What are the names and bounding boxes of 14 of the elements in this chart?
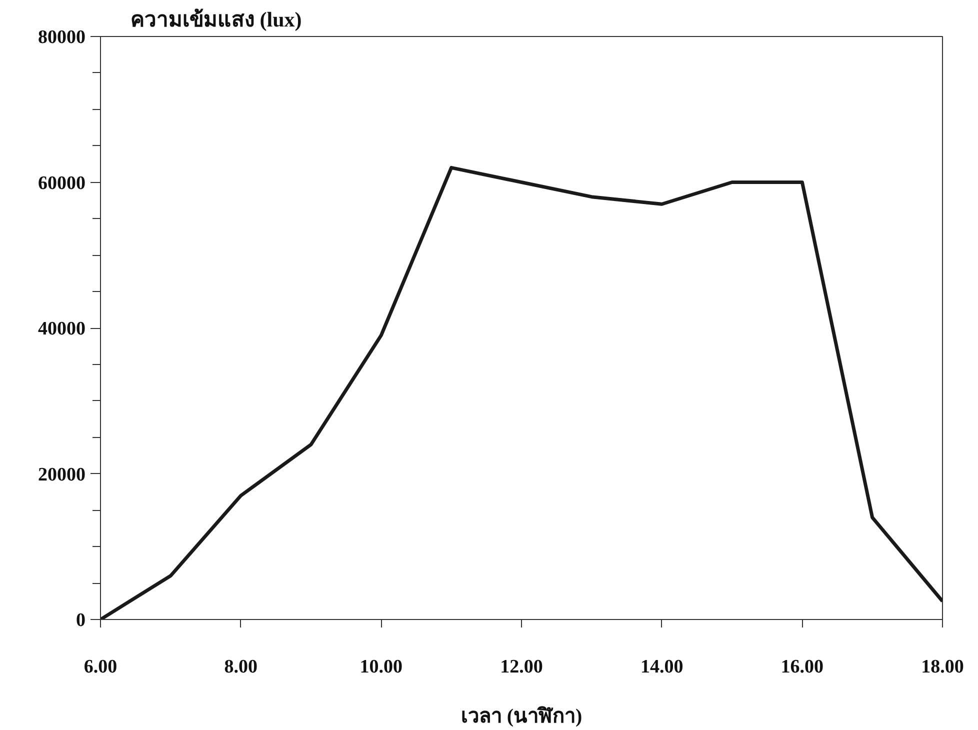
x-tick-label: 10.00: [360, 656, 403, 678]
y-tick-label: 40000: [38, 318, 86, 340]
x-tick-label: 8.00: [224, 656, 258, 678]
x-tick-label: 6.00: [84, 656, 118, 678]
y-tick-label: 60000: [38, 172, 86, 194]
x-tick-label: 16.00: [780, 656, 824, 678]
x-axis-title: เวลา (นาฬิกา): [460, 706, 582, 728]
x-tick-label: 12.00: [500, 656, 543, 678]
y-tick-label: 0: [76, 610, 86, 631]
y-tick-label: 80000: [38, 27, 86, 48]
x-tick-label: 18.00: [921, 656, 964, 678]
y-axis-title: ความเข้มแสง (lux): [130, 8, 302, 32]
y-tick-label: 20000: [38, 464, 86, 486]
x-tick-label: 14.00: [640, 656, 684, 678]
